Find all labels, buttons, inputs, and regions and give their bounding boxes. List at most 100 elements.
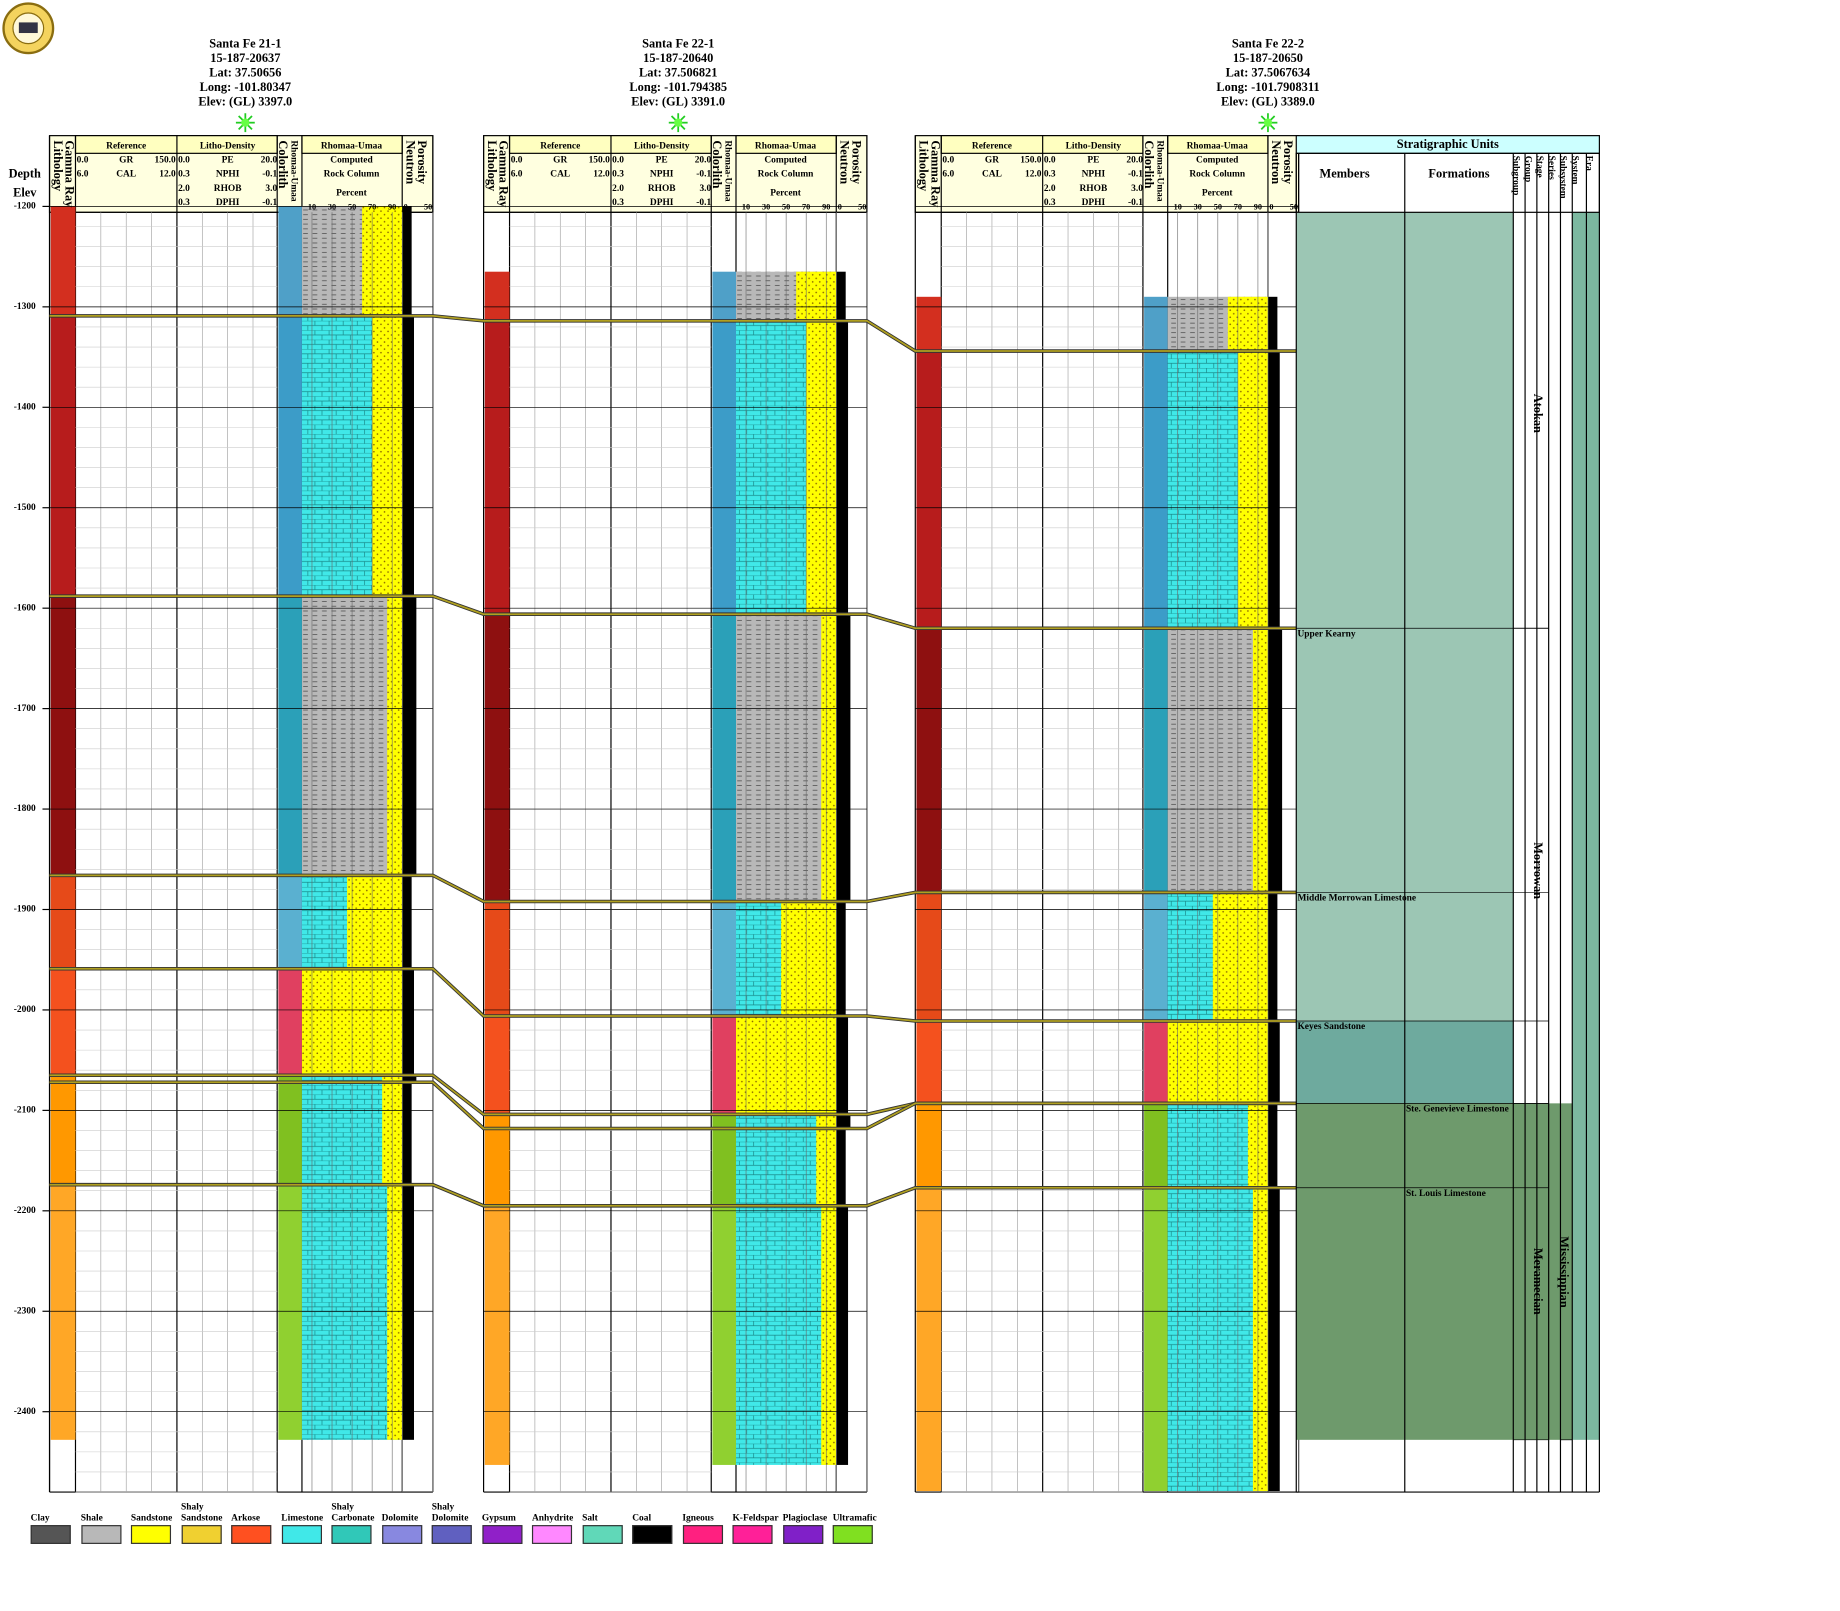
rock-sand [1237,351,1268,629]
legend-text: Limestone [281,1512,324,1523]
curve-name: NPHI [1082,170,1106,180]
lithology-fill [484,271,510,321]
porosity-fill [1267,1103,1278,1188]
rock-sand [796,271,837,321]
scale-min: 0.3 [612,198,624,208]
porosity-tick-label: 50 [1290,202,1298,211]
colorlith-fill [1144,1187,1168,1492]
porosity-tick-label: 50 [424,202,432,211]
scale-min: 0.0 [612,156,624,166]
dot [674,118,683,127]
percent-tick-label: 70 [802,202,810,211]
percent-tick-label: 50 [348,202,356,211]
curve-name: CAL [116,170,136,180]
track-title: Rhomaa-Umaa [755,141,817,151]
porosity-fill [836,320,849,615]
depth-tick-label: -1200 [14,202,36,212]
scale-min: 0.3 [1044,170,1056,180]
depth-tick-label: -1400 [14,402,36,412]
curve-name: DPHI [216,198,240,208]
curve-name: PE [656,156,668,166]
rock-sand [1227,296,1268,352]
strat-rank-header: Subgroup [1510,156,1520,196]
scale-max: 150.0 [1020,156,1041,166]
legend-item: Limestone [281,1494,333,1544]
percent-tick-label: 10 [308,202,316,211]
track-title: Rock Column [1189,170,1246,180]
scale-max: 3.0 [1131,184,1143,194]
percent-tick-label: 70 [1234,202,1242,211]
curve-name: RHOB [1080,184,1108,194]
colorlith-fill [712,320,737,615]
legend-item: Dolomite [381,1494,434,1544]
correlation-line-outline [49,966,1299,1023]
track-title: Rhomaa-Umaa [321,141,383,151]
well-name: Santa Fe 22-1 [642,37,714,51]
correlation-line [49,315,1299,352]
lithology-fill [484,320,510,615]
legend-label: Arkose [231,1494,283,1523]
depth-tick-label: -1600 [14,603,36,613]
lithology-fill [50,1075,76,1083]
curve-name: RHOB [214,184,242,194]
legend-label: Coal [632,1494,684,1523]
track-title: Porosity [1281,140,1295,185]
dot [241,118,250,127]
legend-swatch [80,1525,121,1544]
legend-text: Arkose [231,1512,261,1523]
rock-sand [1212,892,1268,1021]
track-title: Computed [764,156,807,166]
legend-swatch [231,1525,272,1544]
legend-label: Plagioclase [783,1494,835,1523]
well [483,113,868,1493]
curve-name: PE [1087,156,1099,166]
porosity-tick-label: 0 [838,202,842,211]
track-title: Neutron [837,140,851,184]
scale-max: 150.0 [155,156,176,166]
porosity-fill [402,968,415,1076]
well-long: Long: -101.794385 [629,80,727,94]
legend-text: Shaly Dolomite [431,1501,469,1523]
track-title: Neutron [1269,140,1283,184]
scale-max: -0.1 [262,198,277,208]
colorlith-fill [712,901,737,1016]
legend-label: Shaly Carbonate [331,1494,383,1522]
legend-item: Shaly Carbonate [331,1494,383,1544]
depth-tick-label: -2200 [14,1206,36,1216]
strat-rank-header: System [1569,156,1579,185]
lithology-fill [50,206,76,316]
colorlith-fill [1144,1020,1168,1104]
rock-sand [362,206,403,316]
scale-max: -0.1 [1128,170,1143,180]
legend-text: Anhydrite [531,1512,574,1523]
track-title: Colorlith [710,140,724,188]
curve-name: DPHI [1082,198,1106,208]
porosity-fill [836,271,846,321]
legend-text: K-Feldspar [732,1512,779,1523]
scale-max: -0.1 [262,170,277,180]
percent-tick-label: 10 [1174,202,1182,211]
well-name: Santa Fe 22-2 [1232,37,1304,51]
lithology-fill [916,892,942,1021]
scale-min: 0.0 [77,156,89,166]
legend-swatch [832,1525,873,1544]
lithology-fill [916,1020,942,1104]
legend-label: Limestone [281,1494,333,1523]
legend-swatch [481,1525,522,1544]
well-api: 15-187-20650 [1233,51,1303,65]
correlation-line [49,1081,1299,1130]
porosity-fill [1267,351,1280,629]
legend-label: K-Feldspar [732,1494,784,1523]
legend-item: Shaly Sandstone [181,1494,233,1544]
porosity-fill [1267,892,1278,1021]
lithology-fill [484,1015,510,1115]
track-title: Rhomaa-Umaa [1187,141,1249,151]
logo [2,2,55,55]
lithology-fill [50,1082,76,1185]
legend-label: Anhydrite [531,1494,584,1523]
legend-text: Igneous [682,1512,714,1523]
legend-item: Plagioclase [782,1494,835,1544]
legend-item: Gypsum [481,1494,534,1544]
porosity-fill [836,1114,851,1129]
